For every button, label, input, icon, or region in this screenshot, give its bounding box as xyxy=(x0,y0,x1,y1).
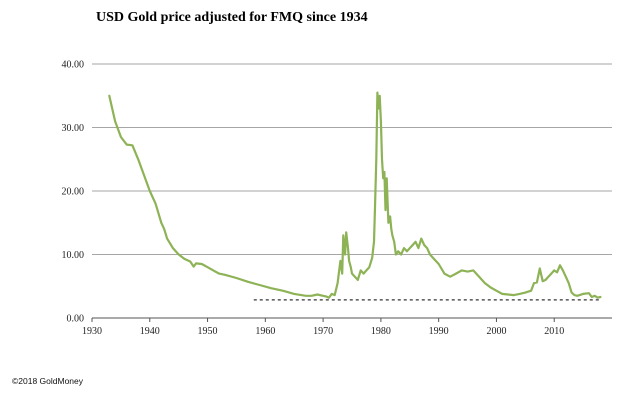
x-tick-label: 1950 xyxy=(198,326,218,337)
y-tick-label: 10.00 xyxy=(62,250,85,261)
x-axis: 1930 1940 1950 1960 1970 1980 1990 2000 2010 xyxy=(82,317,612,337)
x-tick-label: 2010 xyxy=(544,326,564,337)
x-tick-label: 1940 xyxy=(140,326,160,337)
series-group xyxy=(108,91,602,299)
x-tick-label: 1980 xyxy=(371,326,391,337)
gold-price-series-line xyxy=(108,91,602,299)
x-tick-label: 2000 xyxy=(486,326,506,337)
y-tick-label: 20.00 xyxy=(62,187,85,198)
x-tick-label: 1990 xyxy=(429,326,449,337)
x-tick-label: 1970 xyxy=(313,326,333,337)
x-tick-label: 1930 xyxy=(82,326,102,337)
chart-title: USD Gold price adjusted for FMQ since 19… xyxy=(96,10,368,25)
gridlines xyxy=(92,63,612,255)
y-tick-label: 40.00 xyxy=(62,60,85,71)
y-tick-label: 30.00 xyxy=(62,123,85,134)
y-axis: 0.00 10.00 20.00 30.00 40.00 xyxy=(62,60,85,325)
copyright-notice: ©2018 GoldMoney xyxy=(12,376,84,386)
y-tick-label: 0.00 xyxy=(67,314,85,325)
x-tick-label: 1960 xyxy=(255,326,275,337)
